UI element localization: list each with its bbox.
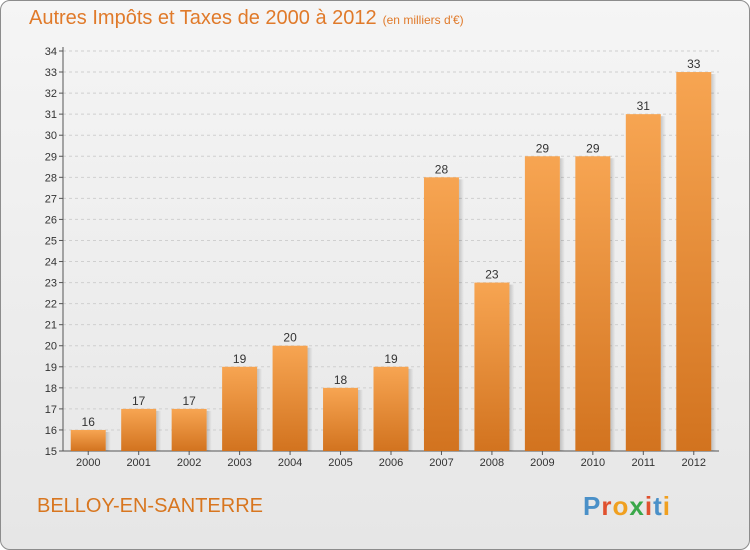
bar <box>171 408 207 451</box>
bar-value-label: 19 <box>233 352 247 366</box>
y-tick-label: 26 <box>45 214 57 226</box>
y-tick-label: 21 <box>45 320 57 332</box>
bar <box>524 156 560 451</box>
bar-value-label: 23 <box>485 268 499 282</box>
y-tick-label: 34 <box>45 46 57 58</box>
y-tick-label: 24 <box>45 257 57 269</box>
bar-shadow <box>156 410 162 451</box>
logo-letter: i <box>662 491 671 521</box>
y-tick-label: 25 <box>45 235 57 247</box>
x-tick-label: 2012 <box>682 457 706 469</box>
logo-letter: P <box>583 491 602 521</box>
y-tick-label: 17 <box>45 404 57 416</box>
y-tick-label: 29 <box>45 151 57 163</box>
bar-value-label: 19 <box>384 352 398 366</box>
bar <box>121 408 157 451</box>
bar <box>373 366 409 451</box>
y-tick-label: 32 <box>45 88 57 100</box>
x-tick-label: 2008 <box>480 457 504 469</box>
bar <box>676 72 712 451</box>
bar <box>70 429 106 451</box>
y-tick-label: 16 <box>45 425 57 437</box>
chart-unit: (en milliers d'€) <box>382 13 464 27</box>
bar-shadow <box>358 389 364 451</box>
x-tick-label: 2005 <box>328 457 352 469</box>
x-tick-label: 2010 <box>581 457 605 469</box>
bar-shadow <box>559 158 565 451</box>
proxiti-logo: Proxiti <box>583 491 671 522</box>
bar-shadow <box>206 410 212 451</box>
x-tick-label: 2002 <box>177 457 201 469</box>
bar-shadow <box>458 179 464 451</box>
x-tick-label: 2007 <box>429 457 453 469</box>
bar <box>323 387 359 451</box>
bar-shadow <box>307 347 313 451</box>
y-tick-label: 33 <box>45 67 57 79</box>
logo-letter: x <box>629 491 645 521</box>
x-tick-label: 2004 <box>278 457 302 469</box>
bar-value-label: 28 <box>435 162 449 176</box>
bar-shadow <box>509 284 515 451</box>
chart-title: Autres Impôts et Taxes de 2000 à 2012 (en… <box>29 7 464 30</box>
bar-shadow <box>711 74 717 451</box>
y-tick-label: 23 <box>45 278 57 290</box>
logo-letter: r <box>601 491 613 521</box>
bar-shadow <box>105 431 111 451</box>
bar <box>222 366 258 451</box>
bar <box>575 156 611 451</box>
bar-shadow <box>660 116 666 451</box>
bar-shadow <box>610 158 616 451</box>
x-tick-label: 2001 <box>126 457 150 469</box>
logo-letter: i <box>644 491 654 521</box>
chart-title-text: Autres Impôts et Taxes de 2000 à 2012 <box>29 7 377 29</box>
bar <box>272 345 308 451</box>
bar-value-label: 31 <box>637 99 651 113</box>
bar-value-label: 18 <box>334 373 348 387</box>
logo-letter: t <box>653 491 663 521</box>
x-tick-label: 2000 <box>76 457 100 469</box>
bar-value-label: 29 <box>536 141 550 155</box>
y-tick-label: 27 <box>45 193 57 205</box>
y-tick-label: 28 <box>45 172 57 184</box>
bar-value-label: 17 <box>182 394 196 408</box>
bar-value-label: 17 <box>132 394 146 408</box>
bar-shadow <box>408 368 414 451</box>
bar <box>474 282 510 451</box>
bar-value-label: 16 <box>82 415 96 429</box>
y-tick-label: 18 <box>45 383 57 395</box>
x-tick-label: 2009 <box>530 457 554 469</box>
y-tick-label: 19 <box>45 362 57 374</box>
bar-value-label: 29 <box>586 141 600 155</box>
x-tick-label: 2011 <box>631 457 655 469</box>
bar-value-label: 20 <box>283 331 297 345</box>
bar-value-label: 33 <box>687 57 701 71</box>
bar <box>625 114 661 451</box>
y-tick-label: 15 <box>45 446 57 458</box>
y-tick-label: 20 <box>45 341 57 353</box>
y-tick-label: 31 <box>45 109 57 121</box>
bar-shadow <box>257 368 263 451</box>
x-tick-label: 2003 <box>227 457 251 469</box>
y-tick-label: 22 <box>45 299 57 311</box>
logo-letter: o <box>612 491 630 521</box>
x-tick-label: 2006 <box>379 457 403 469</box>
commune-name: BELLOY-EN-SANTERRE <box>37 495 263 517</box>
y-tick-label: 30 <box>45 130 57 142</box>
bar <box>423 177 459 451</box>
